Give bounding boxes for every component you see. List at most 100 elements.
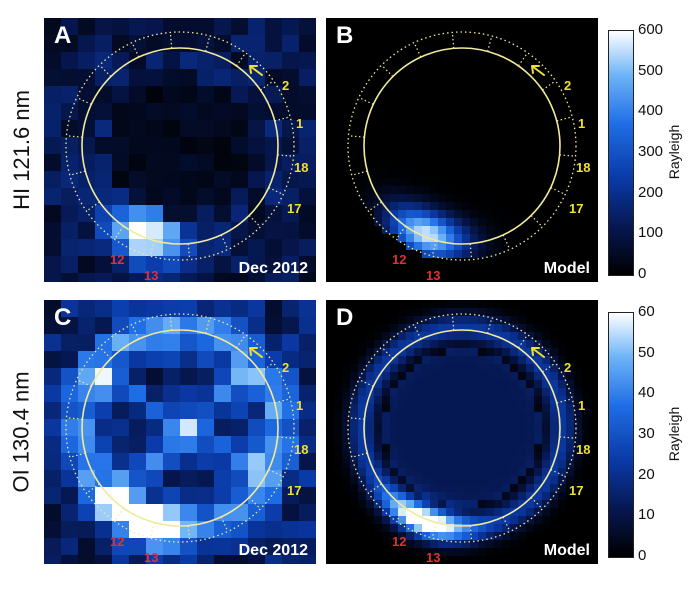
pixel: [454, 234, 463, 243]
pixel: [446, 532, 455, 541]
pixel: [358, 122, 367, 131]
pixel: [590, 364, 598, 373]
pixel: [526, 460, 535, 469]
pixel: [462, 500, 471, 509]
pixel: [438, 34, 447, 43]
pixel: [518, 412, 527, 421]
pixel: [510, 234, 519, 243]
pixel: [282, 86, 300, 104]
pixel: [518, 396, 527, 405]
pixel: [478, 66, 487, 75]
pixel: [61, 538, 79, 556]
pixel: [542, 26, 551, 35]
pixel: [366, 154, 375, 163]
pixel: [406, 250, 415, 259]
pixel: [566, 218, 575, 227]
sector-number: 17: [569, 201, 584, 216]
pixel: [534, 98, 543, 107]
pixel: [470, 308, 479, 317]
pixel: [470, 202, 479, 211]
pixel: [44, 35, 62, 53]
pixel: [502, 58, 511, 67]
pixel: [358, 540, 367, 549]
pixel: [470, 332, 479, 341]
pixel: [510, 364, 519, 373]
pixel: [510, 348, 519, 357]
pixel: [542, 324, 551, 333]
pixel: [590, 154, 598, 163]
pixel: [502, 332, 511, 341]
pixel: [582, 556, 591, 564]
pixel: [358, 364, 367, 373]
pixel: [446, 500, 455, 509]
pixel: [366, 122, 375, 131]
pixel: [510, 122, 519, 131]
pixel: [350, 484, 359, 493]
panel-c: C Dec 2012 2 1 18 17 12 13: [44, 300, 316, 564]
pixel: [494, 404, 503, 413]
pixel: [526, 226, 535, 235]
pixel: [502, 364, 511, 373]
pixel: [486, 234, 495, 243]
pixel: [486, 524, 495, 533]
pixel: [470, 250, 479, 259]
pixel: [534, 146, 543, 155]
pixel: [478, 436, 487, 445]
pixel: [342, 444, 351, 453]
pixel: [334, 468, 343, 477]
pixel: [422, 540, 431, 549]
pixel: [486, 508, 495, 517]
pixel: [334, 146, 343, 155]
pixel: [44, 504, 62, 522]
pixel: [486, 210, 495, 219]
pixel: [197, 300, 215, 318]
pixel: [342, 234, 351, 243]
pixel: [534, 18, 543, 27]
pixel: [438, 388, 447, 397]
pixel: [366, 484, 375, 493]
pixel: [146, 470, 164, 488]
pixel: [518, 380, 527, 389]
pixel: [510, 26, 519, 35]
pixel: [566, 380, 575, 389]
pixel: [582, 404, 591, 413]
pixel: [129, 273, 147, 282]
pixel: [406, 82, 415, 91]
pixel: [590, 556, 598, 564]
pixel: [438, 316, 447, 325]
pixel: [231, 205, 249, 223]
pixel: [446, 218, 455, 227]
pixel: [112, 300, 130, 318]
sector-divider: [69, 170, 86, 176]
pixel: [390, 436, 399, 445]
pixel: [342, 492, 351, 501]
pixel: [494, 460, 503, 469]
pixel: [326, 106, 335, 115]
pixel: [163, 504, 181, 522]
pixel: [414, 106, 423, 115]
pixel: [398, 380, 407, 389]
pixel: [129, 521, 147, 539]
pixel: [197, 239, 215, 257]
pixel: [550, 26, 559, 35]
pixel: [231, 453, 249, 471]
pixel: [326, 348, 335, 357]
pixel: [382, 484, 391, 493]
pixel: [398, 500, 407, 509]
pixel: [510, 66, 519, 75]
pixel: [366, 242, 375, 251]
pixel: [462, 436, 471, 445]
pixel: [334, 372, 343, 381]
pixel: [326, 146, 335, 155]
pixel: [342, 356, 351, 365]
pixel: [446, 476, 455, 485]
pixel: [350, 82, 359, 91]
pixel: [366, 274, 375, 282]
pixel: [558, 452, 567, 461]
pixel: [590, 186, 598, 195]
pixel: [438, 300, 447, 309]
pixel: [422, 42, 431, 51]
pixel: [526, 178, 535, 187]
pixel: [112, 239, 130, 257]
pixel: [422, 122, 431, 131]
